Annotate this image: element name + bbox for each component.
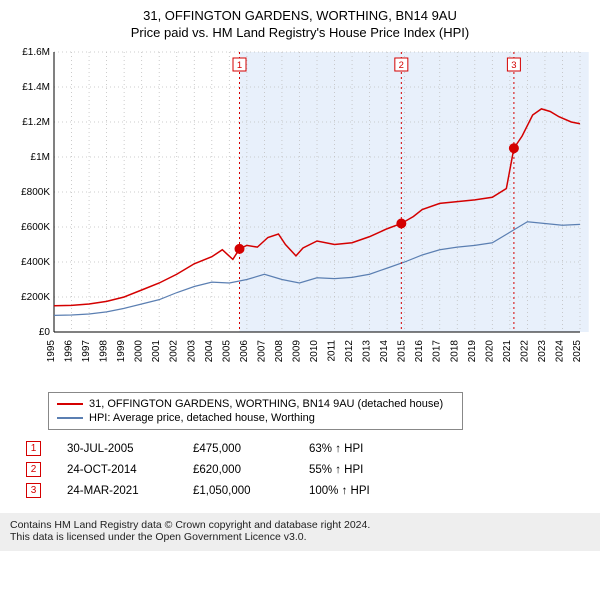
svg-text:2014: 2014 bbox=[379, 340, 390, 363]
svg-text:2011: 2011 bbox=[327, 340, 338, 362]
tx-delta: 55% ↑ HPI bbox=[309, 464, 363, 476]
tx-delta: 63% ↑ HPI bbox=[309, 443, 363, 455]
svg-text:2005: 2005 bbox=[221, 340, 232, 363]
svg-text:£1M: £1M bbox=[31, 152, 50, 163]
svg-text:2018: 2018 bbox=[449, 340, 460, 363]
svg-text:2001: 2001 bbox=[151, 340, 162, 363]
footer-line: This data is licensed under the Open Gov… bbox=[10, 531, 590, 543]
svg-text:£1.2M: £1.2M bbox=[22, 117, 50, 128]
svg-text:2: 2 bbox=[399, 60, 404, 71]
svg-text:2006: 2006 bbox=[239, 340, 250, 363]
svg-text:1: 1 bbox=[237, 60, 242, 71]
page-title: 31, OFFINGTON GARDENS, WORTHING, BN14 9A… bbox=[10, 8, 590, 23]
svg-text:2024: 2024 bbox=[554, 340, 565, 363]
svg-text:1999: 1999 bbox=[116, 340, 127, 363]
price-chart: £0 £200K £400K £600K £800K £1M £1.2M £1.4M £1.6M… bbox=[10, 46, 590, 386]
tx-marker-icon: 3 bbox=[26, 483, 41, 498]
svg-text:2003: 2003 bbox=[186, 340, 197, 363]
svg-text:£600K: £600K bbox=[21, 222, 50, 233]
legend-label: 31, OFFINGTON GARDENS, WORTHING, BN14 9A… bbox=[89, 398, 443, 410]
svg-text:2023: 2023 bbox=[537, 340, 548, 363]
svg-text:2019: 2019 bbox=[467, 340, 478, 363]
legend-row: HPI: Average price, detached house, Wort… bbox=[57, 411, 454, 425]
footer-line: Contains HM Land Registry data © Crown c… bbox=[10, 519, 590, 531]
legend-swatch bbox=[57, 403, 83, 405]
legend: 31, OFFINGTON GARDENS, WORTHING, BN14 9A… bbox=[48, 392, 463, 430]
svg-text:2007: 2007 bbox=[256, 340, 267, 363]
svg-text:2013: 2013 bbox=[362, 340, 373, 363]
legend-label: HPI: Average price, detached house, Wort… bbox=[89, 412, 315, 424]
svg-text:£800K: £800K bbox=[21, 187, 50, 198]
svg-text:£1.4M: £1.4M bbox=[22, 82, 50, 93]
svg-text:2015: 2015 bbox=[397, 340, 408, 363]
svg-text:2004: 2004 bbox=[204, 340, 215, 363]
footer: Contains HM Land Registry data © Crown c… bbox=[0, 513, 600, 551]
svg-text:2012: 2012 bbox=[344, 340, 355, 363]
tx-date: 24-MAR-2021 bbox=[67, 485, 167, 497]
svg-text:£0: £0 bbox=[39, 327, 51, 338]
svg-text:2000: 2000 bbox=[134, 340, 145, 363]
svg-text:2022: 2022 bbox=[519, 340, 530, 363]
svg-text:2002: 2002 bbox=[169, 340, 180, 363]
tx-price: £475,000 bbox=[193, 443, 283, 455]
svg-text:2010: 2010 bbox=[309, 340, 320, 363]
svg-text:2021: 2021 bbox=[502, 340, 513, 363]
svg-text:£200K: £200K bbox=[21, 292, 50, 303]
svg-text:2016: 2016 bbox=[414, 340, 425, 363]
svg-text:1997: 1997 bbox=[81, 340, 92, 363]
page-subtitle: Price paid vs. HM Land Registry's House … bbox=[10, 25, 590, 40]
svg-text:2025: 2025 bbox=[572, 340, 583, 363]
tx-date: 24-OCT-2014 bbox=[67, 464, 167, 476]
svg-text:2020: 2020 bbox=[484, 340, 495, 363]
svg-text:2009: 2009 bbox=[291, 340, 302, 363]
table-row: 2 24-OCT-2014 £620,000 55% ↑ HPI bbox=[22, 459, 590, 480]
tx-marker-icon: 1 bbox=[26, 441, 41, 456]
legend-row: 31, OFFINGTON GARDENS, WORTHING, BN14 9A… bbox=[57, 397, 454, 411]
svg-text:£400K: £400K bbox=[21, 257, 50, 268]
svg-text:1996: 1996 bbox=[64, 340, 75, 363]
svg-text:2008: 2008 bbox=[274, 340, 285, 363]
tx-price: £620,000 bbox=[193, 464, 283, 476]
tx-date: 30-JUL-2005 bbox=[67, 443, 167, 455]
svg-text:£1.6M: £1.6M bbox=[22, 47, 50, 58]
tx-marker-icon: 2 bbox=[26, 462, 41, 477]
table-row: 3 24-MAR-2021 £1,050,000 100% ↑ HPI bbox=[22, 480, 590, 501]
legend-swatch bbox=[57, 417, 83, 419]
svg-text:1995: 1995 bbox=[46, 340, 57, 363]
svg-text:3: 3 bbox=[511, 60, 516, 71]
transaction-table: 1 30-JUL-2005 £475,000 63% ↑ HPI 2 24-OC… bbox=[22, 438, 590, 501]
tx-price: £1,050,000 bbox=[193, 485, 283, 497]
table-row: 1 30-JUL-2005 £475,000 63% ↑ HPI bbox=[22, 438, 590, 459]
svg-text:2017: 2017 bbox=[432, 340, 443, 363]
svg-text:1998: 1998 bbox=[99, 340, 110, 363]
tx-delta: 100% ↑ HPI bbox=[309, 485, 370, 497]
